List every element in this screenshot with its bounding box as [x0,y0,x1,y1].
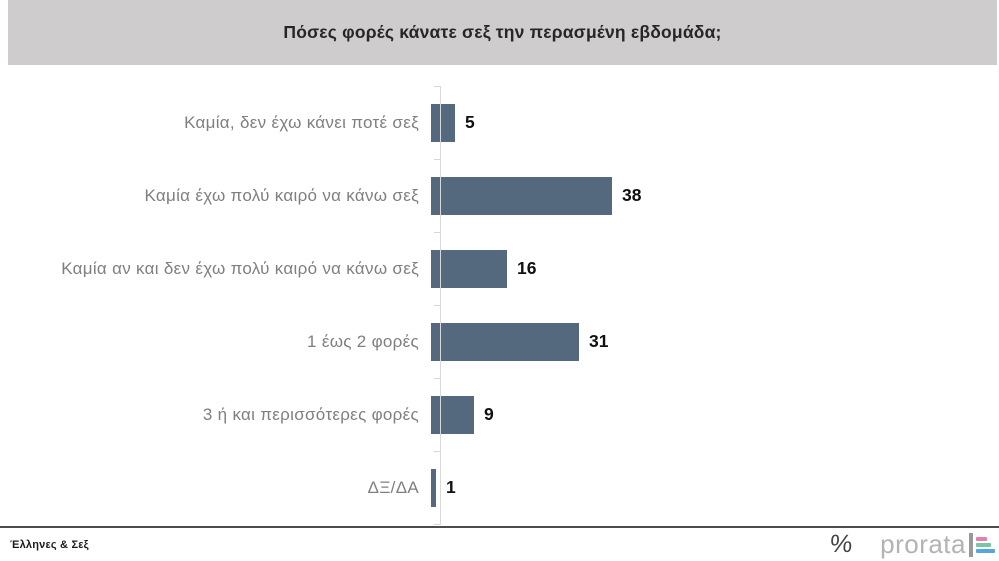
value-label: 31 [589,331,609,351]
percent-icon: % [828,530,854,558]
value-label: 16 [517,258,537,278]
bar [431,322,579,361]
value-label: 5 [465,112,475,132]
footer: Έλληνες & Σεξ % prorata [0,528,999,561]
value-label: 38 [622,185,642,205]
axis-tick [434,86,441,87]
axis-tick [434,451,441,452]
chart-row: 3 ή και περισσότερες φορές 9 [0,378,999,451]
chart-row: Καμία αν και δεν έχω πολύ καιρό να κάνω … [0,232,999,305]
axis-tick [434,159,441,160]
category-label: 1 έως 2 φορές [307,331,419,351]
bar-chart: Καμία, δεν έχω κάνει ποτέ σεξ 5 Καμία έχω … [0,86,999,524]
bar [431,103,455,142]
chart-row: Καμία, δεν έχω κάνει ποτέ σεξ 5 [0,86,999,159]
bar-zone: 1 [430,468,999,507]
source-label: Έλληνες & Σεξ [10,539,89,551]
prorata-logo: % prorata [828,528,995,561]
bar [431,395,474,434]
chart-row: Καμία έχω πολύ καιρό να κάνω σεξ 38 [0,159,999,232]
chart-row: ΔΞ/ΔΑ 1 [0,451,999,524]
logo-stripes [976,536,995,553]
logo-stripe [976,548,995,553]
logo-stripe [976,536,987,541]
brand-name: prorata [880,529,966,559]
chart-title: Πόσες φορές κάνατε σεξ την περασμένη εβδ… [283,22,722,42]
bar-zone: 5 [430,103,999,142]
y-axis-line [440,86,441,524]
chart-rows: Καμία, δεν έχω κάνει ποτέ σεξ 5 Καμία έχω … [0,86,999,524]
category-label: Καμία έχω πολύ καιρό να κάνω σεξ [144,185,419,205]
y-axis-ticks [434,86,441,525]
axis-tick [434,378,441,379]
value-label: 9 [484,404,494,424]
axis-tick [434,232,441,233]
chart-title-bar: Πόσες φορές κάνατε σεξ την περασμένη εβδ… [8,0,997,65]
category-label: Καμία αν και δεν έχω πολύ καιρό να κάνω … [61,258,419,278]
bar-zone: 31 [430,322,999,361]
category-label: Καμία, δεν έχω κάνει ποτέ σεξ [184,112,419,132]
chart-row: 1 έως 2 φορές 31 [0,305,999,378]
axis-tick [434,305,441,306]
logo-vertical-bar [969,532,973,557]
bar [431,468,436,507]
bar-zone: 9 [430,395,999,434]
bar-zone: 16 [430,249,999,288]
footer-divider [0,526,999,528]
axis-tick [434,524,441,525]
bar [431,176,612,215]
bar-stripes-icon [969,532,995,557]
value-label: 1 [446,477,456,497]
bar-zone: 38 [430,176,999,215]
category-label: 3 ή και περισσότερες φορές [202,404,419,424]
logo-stripe [976,542,991,547]
category-label: ΔΞ/ΔΑ [367,477,419,497]
bar [431,249,507,288]
